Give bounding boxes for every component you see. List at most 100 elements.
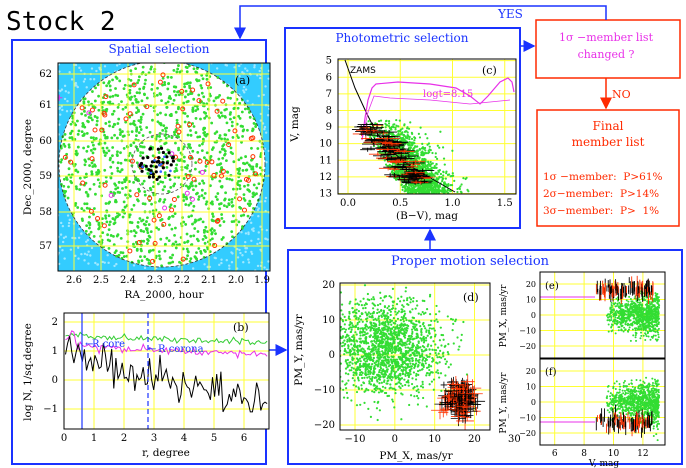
panel-a-candidate-stars bbox=[59, 63, 265, 268]
e-y-tick-label: −20 bbox=[519, 342, 536, 351]
panel-c-y-tick-label: 13 bbox=[319, 188, 332, 199]
panel-d-x-tick-label: 10 bbox=[428, 434, 441, 445]
panel-b-black-profile bbox=[65, 336, 268, 413]
panel-d-xlabel: PM_X, mas/yr bbox=[379, 450, 453, 462]
panel-b-y-tick-label: 1 bbox=[52, 346, 58, 357]
panel-a-grid bbox=[58, 63, 270, 271]
panel-b-tag: (b) bbox=[233, 321, 249, 334]
panel-f-tag: (f) bbox=[545, 367, 557, 378]
panel-a-tag: (a) bbox=[235, 74, 250, 87]
rcore-label: R core bbox=[92, 339, 125, 350]
svg-text:←: ← bbox=[148, 344, 156, 355]
panel-b: R core R corona ← ← (b) 0 1 2 3 4 5 6 2 1 0 −1 r, … bbox=[22, 312, 270, 459]
panel-b-x-tick-label: 2 bbox=[121, 433, 127, 444]
panel-b-x-tick-label: 4 bbox=[181, 433, 187, 444]
panel-e: (e) 20 10 0 −10 −20 PM_X, mas/yr bbox=[499, 271, 666, 359]
panel-e-members bbox=[595, 275, 654, 304]
panel-d-x-tick-label: 20 bbox=[468, 434, 481, 445]
rcorona-label: R corona bbox=[158, 344, 204, 355]
panel-c-x-tick-label: 1.0 bbox=[445, 198, 461, 209]
panel-b-xlabel: r, degree bbox=[142, 447, 190, 459]
f-y-tick-label: 0 bbox=[531, 398, 536, 407]
panel-b-x-tick-label: 3 bbox=[151, 433, 157, 444]
panel-a-ylabel: Dec_2000, degree bbox=[22, 119, 34, 215]
panel-b-y-tick-label: 0 bbox=[52, 375, 58, 386]
svg-text:←: ← bbox=[85, 339, 93, 350]
panel-d-x-tick-label: 0 bbox=[392, 434, 398, 445]
panel-c-y-tick-label: 10 bbox=[319, 139, 332, 150]
e-y-tick-label: 10 bbox=[526, 296, 536, 305]
panel-d-ylabel: PM_Y, mas/yr bbox=[293, 313, 305, 385]
f-x-tick-label: 12 bbox=[637, 449, 648, 459]
isochrone-curve bbox=[361, 77, 515, 141]
panel-a-x-tick-label: 2.4 bbox=[120, 275, 136, 286]
panel-c-y-tick-label: 8 bbox=[326, 105, 332, 116]
panel-e-ylabel: PM_X, mas/yr bbox=[499, 284, 509, 348]
panel-b-y-tick-label: 2 bbox=[52, 317, 58, 328]
final-box bbox=[536, 109, 680, 227]
panel-a-y-tick-label: 62 bbox=[39, 69, 52, 80]
panel-d-y-tick-label: 0 bbox=[329, 350, 335, 361]
panel-d-tag: (d) bbox=[463, 291, 479, 304]
f-y-tick-label: −10 bbox=[519, 414, 536, 423]
check-box-line2: changed ? bbox=[578, 48, 635, 61]
f-x-tick-label: 10 bbox=[608, 449, 620, 459]
final-m3: 3σ−member: P> 1% bbox=[543, 205, 659, 217]
spatial-title: Spatial selection bbox=[108, 42, 209, 56]
panel-d-members bbox=[431, 374, 486, 430]
no-label: NO bbox=[612, 88, 631, 101]
panel-b-grid bbox=[64, 313, 269, 429]
panel-b-x-tick-label: 5 bbox=[211, 433, 217, 444]
panel-d-y-tick-label: −20 bbox=[314, 420, 335, 431]
panel-a-x-tick-label: 2.2 bbox=[174, 275, 190, 286]
panel-c-x-tick-label: 0.5 bbox=[392, 198, 408, 209]
panel-a-y-tick-label: 61 bbox=[39, 100, 52, 111]
panel-b-green-profile bbox=[65, 331, 268, 346]
panel-d-field-stars bbox=[340, 284, 469, 422]
panel-b-x-tick-label: 1 bbox=[91, 433, 97, 444]
photometric-box bbox=[284, 27, 521, 229]
panel-b-y-tick-label: −1 bbox=[43, 404, 58, 415]
photometric-title: Photometric selection bbox=[335, 31, 468, 45]
panel-f-members bbox=[595, 404, 653, 438]
panel-c-ylabel: V, mag bbox=[289, 106, 301, 143]
panel-e-field-stars bbox=[605, 286, 661, 342]
panel-c-y-tick-label: 7 bbox=[326, 89, 332, 100]
final-m1: 1σ −member: P>61% bbox=[543, 171, 663, 183]
figure-title: Stock 2 bbox=[6, 7, 116, 37]
panel-a-y-tick-label: 60 bbox=[39, 136, 52, 147]
panel-d-y-tick-label: 10 bbox=[322, 315, 335, 326]
panel-b-x-tick-label: 6 bbox=[241, 433, 247, 444]
f-y-tick-label: −20 bbox=[519, 429, 536, 438]
e-y-tick-label: 20 bbox=[526, 280, 536, 289]
f-y-tick-label: 20 bbox=[526, 367, 536, 376]
panel-b-magenta-profile bbox=[65, 330, 268, 360]
panel-c-x-tick-label: 1.5 bbox=[497, 198, 513, 209]
proper-title: Proper motion selection bbox=[391, 254, 550, 269]
panel-a-members bbox=[62, 72, 259, 264]
panel-c-grid bbox=[338, 59, 516, 194]
panel-f-xlabel: V, mag bbox=[588, 459, 620, 468]
panel-c-xlabel: (B−V), mag bbox=[396, 210, 458, 222]
panel-f: (f) 6 8 10 12 20 10 0 −10 −20 V, mag PM_Y, mas/y… bbox=[499, 358, 666, 468]
panel-c-tag: (c) bbox=[482, 64, 497, 77]
panel-c-y-tick-label: 5 bbox=[326, 56, 332, 67]
panel-a-x-tick-label: 2.5 bbox=[93, 275, 109, 286]
panel-c-y-tick-label: 11 bbox=[319, 155, 332, 166]
panel-a-x-tick-label: 1.9 bbox=[254, 275, 270, 286]
panel-a-x-tick-label: 2.3 bbox=[147, 275, 163, 286]
final-title2: member list bbox=[572, 135, 645, 149]
panel-a: (a) 2.6 2.5 2.4 2.3 2.2 2.1 2.0 1.9 62 61 60 59 58 57… bbox=[22, 62, 271, 301]
panel-e-tag: (e) bbox=[545, 281, 559, 292]
panel-c: ZAMS logt=8.15 (c) 0.0 0.5 1.0 1.5 5 6 7 8 9 10 11… bbox=[289, 56, 517, 222]
yes-arrow bbox=[234, 5, 607, 40]
final-title1: Final bbox=[593, 119, 624, 133]
panel-b-ylabel: log N, 1/sq.degree bbox=[22, 323, 34, 421]
panel-c-y-tick-label: 9 bbox=[326, 122, 332, 133]
panel-a-x-tick-label: 2.1 bbox=[201, 275, 217, 286]
zams-label: ZAMS bbox=[350, 66, 376, 76]
panel-b-x-tick-label: 0 bbox=[61, 433, 67, 444]
panel-a-y-tick-label: 59 bbox=[39, 171, 52, 182]
check-box-line1: 1σ −member list bbox=[559, 31, 654, 44]
panel-c-members bbox=[351, 122, 435, 185]
